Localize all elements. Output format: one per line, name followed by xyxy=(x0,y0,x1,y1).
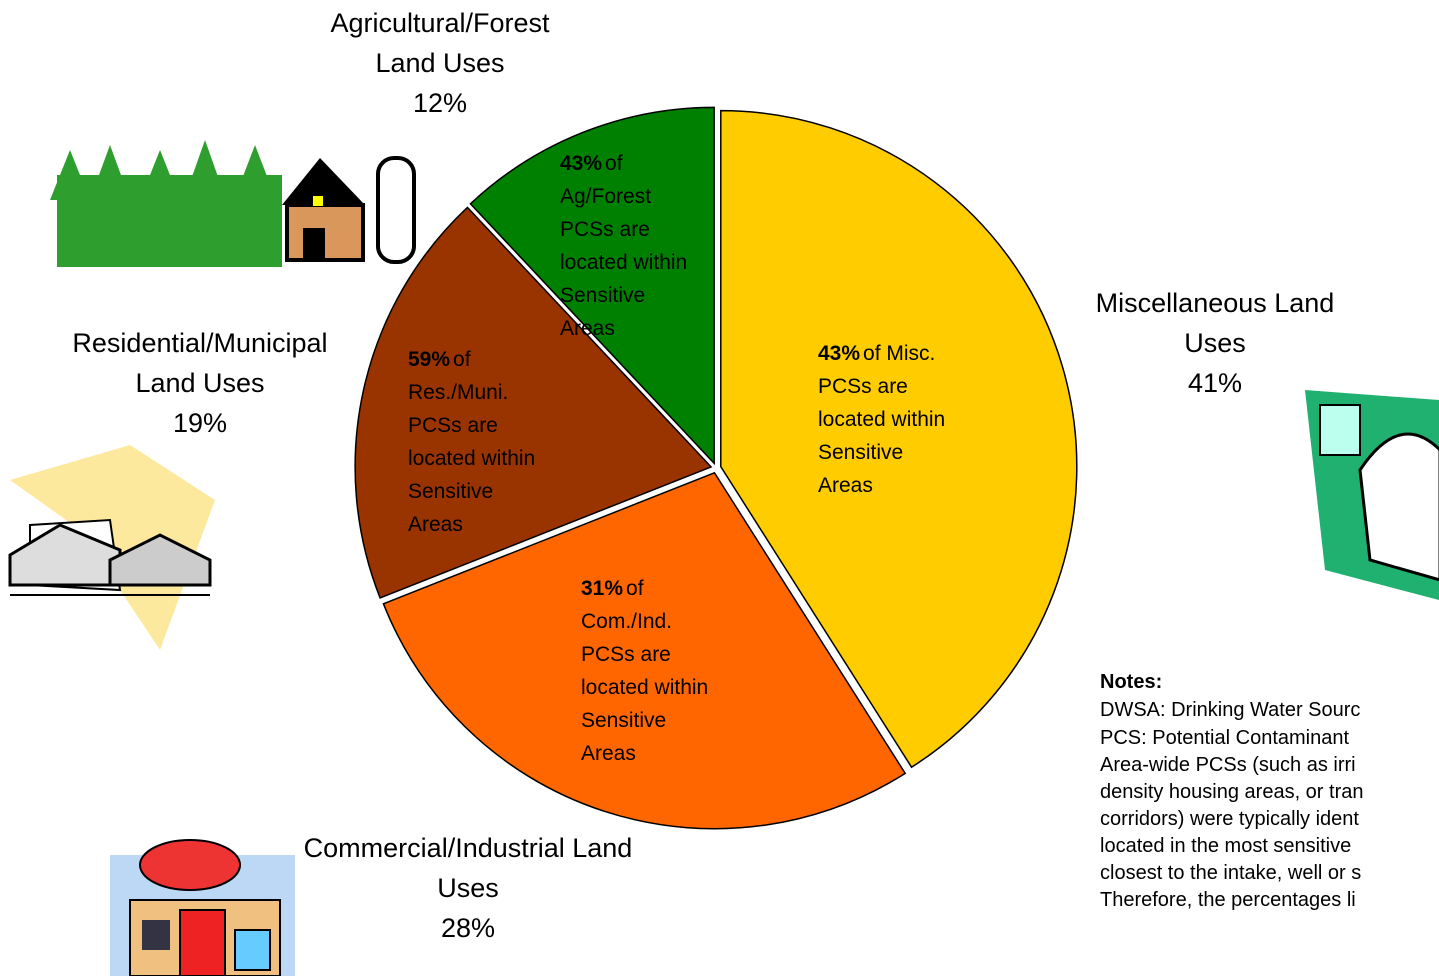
category-name: Miscellaneous Land Uses xyxy=(1095,288,1335,358)
category-label: Commercial/Industrial Land Uses 28% xyxy=(303,828,633,948)
city-icon xyxy=(1305,390,1439,600)
barn-icon xyxy=(282,156,416,264)
note-line: corridors) were typically ident xyxy=(1100,808,1359,830)
notes: Notes: DWSA: Drinking Water Sourc PCS: Po… xyxy=(1100,668,1439,914)
note-line: Area-wide PCSs (such as irri xyxy=(1100,754,1356,776)
annotation-text: of Misc. PCSs are located within Sensiti… xyxy=(818,342,946,497)
note-line: PCS: Potential Contaminant xyxy=(1100,727,1350,749)
pie-slice xyxy=(382,471,907,830)
annotation-text: of Ag/Forest PCSs are located within Sen… xyxy=(560,152,688,340)
category-label: Agricultural/Forest Land Uses 12% xyxy=(305,3,575,123)
pie-slice xyxy=(354,206,713,599)
note-line: closest to the intake, well or s xyxy=(1100,862,1362,884)
category-label: Miscellaneous Land Uses 41% xyxy=(1065,283,1365,403)
category-label: Residential/Municipal Land Uses 19% xyxy=(40,323,360,443)
pie-slice xyxy=(469,106,715,466)
annotation-text: of Res./Muni. PCSs are located within Se… xyxy=(408,348,536,536)
annotation: 31% of Com./Ind. PCSs are located within … xyxy=(581,572,723,770)
note-line: Therefore, the percentages li xyxy=(1100,889,1356,911)
annotation: 43% of Misc. PCSs are located within Sens… xyxy=(818,337,960,502)
note-line: located in the most sensitive xyxy=(1100,835,1352,857)
annotation-text: of Com./Ind. PCSs are located within Sen… xyxy=(581,577,709,765)
category-name: Residential/Municipal Land Uses xyxy=(72,328,328,398)
annotation-percent: 31% xyxy=(581,577,624,600)
annotation: 43% of Ag/Forest PCSs are located within … xyxy=(560,147,702,345)
pie-slice xyxy=(720,109,1078,769)
note-line: density housing areas, or tran xyxy=(1100,781,1364,803)
annotation-percent: 43% xyxy=(818,342,861,365)
category-name: Commercial/Industrial Land Uses xyxy=(303,833,633,903)
annotation-percent: 59% xyxy=(408,348,451,371)
value-label: 41% xyxy=(1187,368,1243,398)
houses-icon xyxy=(8,445,215,650)
shop-icon xyxy=(110,839,295,976)
annotation-percent: 43% xyxy=(560,152,603,175)
category-name: Agricultural/Forest Land Uses xyxy=(330,8,550,78)
value-label: 19% xyxy=(172,408,228,438)
value-label: 12% xyxy=(412,88,468,118)
trees-icon xyxy=(50,140,282,267)
annotation: 59% of Res./Muni. PCSs are located within… xyxy=(408,343,550,541)
note-line: DWSA: Drinking Water Sourc xyxy=(1100,699,1361,721)
value-label: 28% xyxy=(440,913,496,943)
notes-title: Notes: xyxy=(1100,671,1163,693)
